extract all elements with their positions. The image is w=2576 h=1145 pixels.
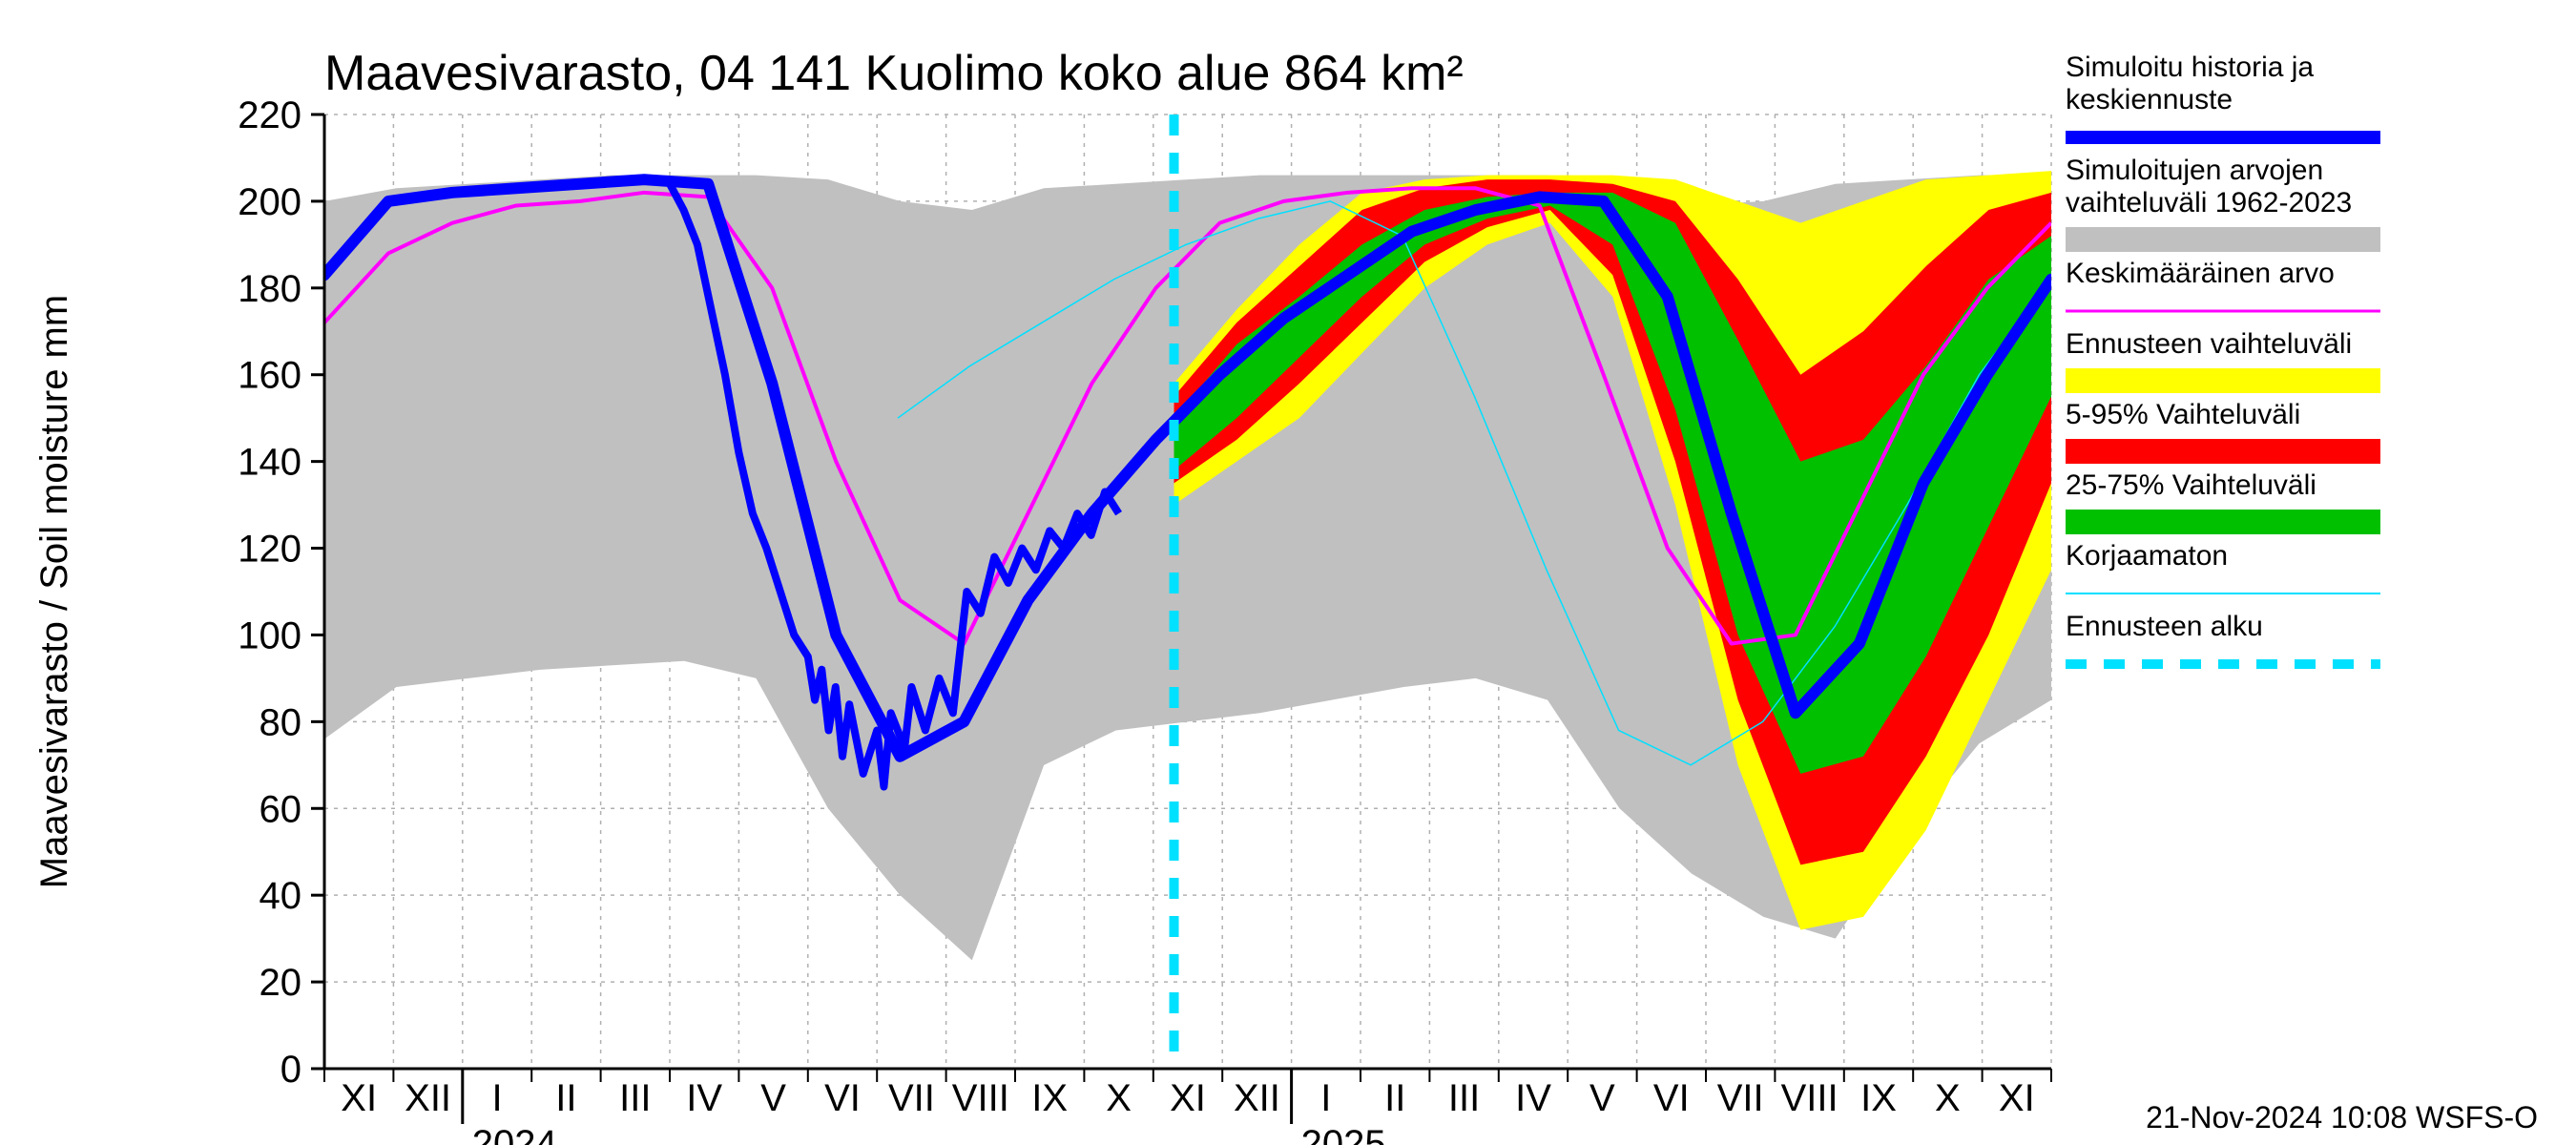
y-tick-label: 80	[260, 701, 302, 743]
y-tick-label: 120	[238, 529, 301, 571]
x-month-label: IV	[686, 1077, 722, 1119]
chart-container: 020406080100120140160180200220XIXIIIIIII…	[0, 0, 2576, 1145]
x-month-label: X	[1935, 1077, 1961, 1119]
x-year-label: 2024	[472, 1123, 557, 1145]
x-month-label: VIII	[1781, 1077, 1839, 1119]
y-tick-label: 100	[238, 614, 301, 656]
footer-timestamp: 21-Nov-2024 10:08 WSFS-O	[2146, 1100, 2538, 1135]
x-month-label: XI	[1999, 1077, 2035, 1119]
legend-swatch	[2066, 439, 2380, 464]
y-tick-label: 60	[260, 788, 302, 830]
x-month-label: II	[555, 1077, 576, 1119]
x-month-label: VII	[888, 1077, 935, 1119]
legend-label: Korjaamaton	[2066, 540, 2228, 572]
y-tick-label: 220	[238, 94, 301, 136]
legend-label: Ennusteen alku	[2066, 611, 2263, 642]
chart-title: Maavesivarasto, 04 141 Kuolimo koko alue…	[324, 46, 1464, 101]
x-month-label: I	[491, 1077, 502, 1119]
x-month-label: XI	[1170, 1077, 1206, 1119]
y-tick-label: 200	[238, 181, 301, 223]
x-month-label: IX	[1860, 1077, 1897, 1119]
x-month-label: XI	[341, 1077, 377, 1119]
legend-label: Simuloitu historia ja	[2066, 52, 2314, 83]
legend-label: 5-95% Vaihteluväli	[2066, 399, 2300, 430]
x-month-label: X	[1106, 1077, 1132, 1119]
x-month-label: XII	[405, 1077, 451, 1119]
y-tick-label: 0	[280, 1049, 301, 1091]
y-tick-label: 160	[238, 355, 301, 397]
x-year-label: 2025	[1301, 1123, 1386, 1145]
x-month-label: V	[1589, 1077, 1615, 1119]
legend-label: 25-75% Vaihteluväli	[2066, 469, 2316, 501]
legend-swatch	[2066, 368, 2380, 393]
x-month-label: III	[619, 1077, 651, 1119]
legend-label: Simuloitujen arvojen	[2066, 155, 2323, 186]
y-tick-label: 180	[238, 268, 301, 310]
legend-label: Ennusteen vaihteluväli	[2066, 328, 2352, 360]
x-month-label: VIII	[952, 1077, 1009, 1119]
legend-label: vaihteluväli 1962-2023	[2066, 187, 2352, 219]
x-month-label: V	[760, 1077, 786, 1119]
x-month-label: VI	[1653, 1077, 1690, 1119]
x-month-label: XII	[1234, 1077, 1280, 1119]
x-month-label: II	[1384, 1077, 1405, 1119]
x-month-label: VII	[1717, 1077, 1764, 1119]
x-month-label: IX	[1031, 1077, 1068, 1119]
x-month-label: III	[1448, 1077, 1480, 1119]
legend-label: keskiennuste	[2066, 84, 2233, 115]
y-tick-label: 40	[260, 875, 302, 917]
x-month-label: VI	[824, 1077, 861, 1119]
legend-swatch	[2066, 227, 2380, 252]
soil-moisture-chart: 020406080100120140160180200220XIXIIIIIII…	[0, 0, 2576, 1145]
y-tick-label: 140	[238, 442, 301, 484]
y-axis-label: Maavesivarasto / Soil moisture mm	[33, 295, 75, 888]
legend-swatch	[2066, 510, 2380, 534]
y-tick-label: 20	[260, 962, 302, 1004]
x-month-label: I	[1320, 1077, 1331, 1119]
legend-label: Keskimääräinen arvo	[2066, 258, 2335, 289]
x-month-label: IV	[1515, 1077, 1551, 1119]
